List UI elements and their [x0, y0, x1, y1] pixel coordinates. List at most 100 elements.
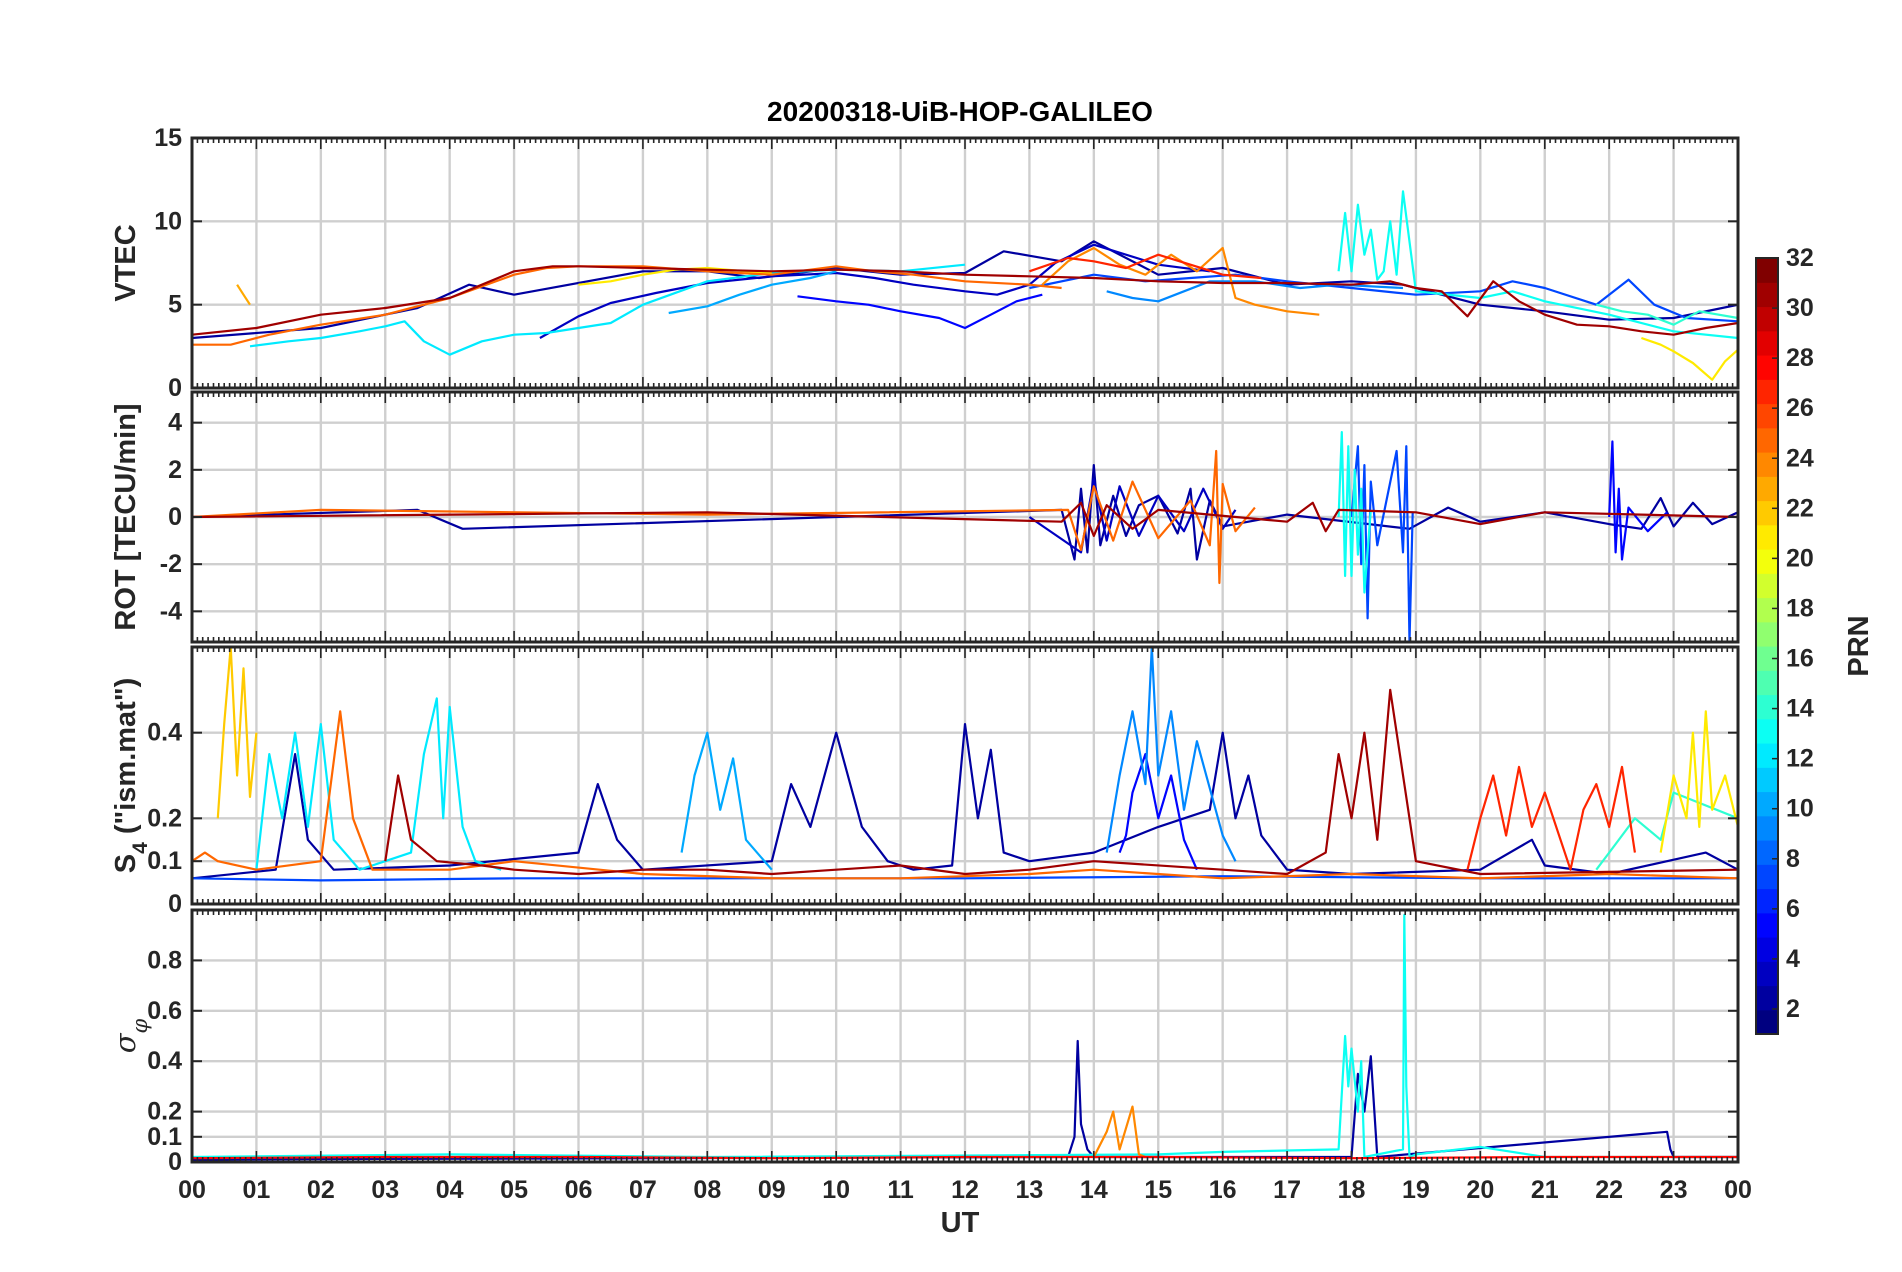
colorbar-tick-label: 16: [1786, 645, 1814, 673]
colorbar-tick-label: 28: [1786, 344, 1814, 372]
series-line-prn-7: [1350, 445, 1414, 642]
colorbar-swatch: [1756, 961, 1778, 987]
x-tick-label: 12: [951, 1176, 979, 1204]
colorbar-swatch: [1756, 864, 1778, 890]
panel-sigphi-frame: [190, 908, 1740, 1164]
y-axis-label-sub: 4: [129, 842, 152, 854]
series-line-prn-23: [236, 284, 251, 306]
panel-rot: -4 -2 0 2 4 ROT [TECU/min]: [110, 390, 1740, 644]
y-tick-label: 0: [168, 890, 182, 918]
series-line-prn-25: [192, 710, 1738, 880]
colorbar-swatch: [1756, 791, 1778, 817]
colorbar-tick-label: 4: [1786, 945, 1800, 973]
panel-rot-series: [192, 431, 1738, 642]
panel-s4-frame: [190, 645, 1740, 906]
series-line-prn-10: [680, 731, 773, 871]
y-tick-label: -2: [160, 550, 182, 578]
series-line-prn-2: [192, 240, 1738, 340]
colorbar-swatch: [1756, 330, 1778, 356]
x-tick-label: 23: [1660, 1176, 1688, 1204]
colorbar-swatch: [1756, 937, 1778, 962]
x-tick-label: 10: [822, 1176, 850, 1204]
x-tick-label: 01: [243, 1176, 271, 1204]
colorbar-swatch: [1756, 646, 1778, 671]
x-tick-label: 05: [500, 1176, 528, 1204]
x-tick-label: 11: [887, 1176, 914, 1204]
series-line-prn-2: [192, 464, 1738, 561]
colorbar-swatch: [1756, 912, 1778, 938]
colorbar-swatch: [1756, 597, 1778, 623]
colorbar-tick-label: 26: [1786, 394, 1814, 422]
y-tick-label: 0.2: [147, 1098, 182, 1126]
colorbar-swatch: [1756, 306, 1778, 332]
colorbar-tick-label: 12: [1786, 745, 1814, 773]
y-tick-label: 0.1: [147, 847, 182, 875]
x-tick-label: 17: [1273, 1176, 1301, 1204]
colorbar-swatch: [1756, 500, 1778, 526]
x-tick-label: 02: [307, 1176, 335, 1204]
series-line-prn-27: [1029, 253, 1262, 280]
colorbar-swatch: [1756, 888, 1778, 914]
colorbar-tick-label: 24: [1786, 444, 1814, 472]
series-line-prn-13: [192, 913, 1738, 1159]
series-line-prn-2: [192, 1039, 1738, 1161]
y-tick-label: 0.8: [147, 946, 182, 974]
y-axis-label-main: σ: [108, 1032, 142, 1053]
x-tick-label: 00: [1724, 1176, 1752, 1204]
x-tick-label: 20: [1466, 1176, 1494, 1204]
y-tick-label: 0: [168, 503, 182, 531]
series-line-prn-14: [1596, 303, 1738, 326]
colorbar-tick-label: 20: [1786, 544, 1814, 572]
colorbar-tick-label: 14: [1786, 695, 1814, 723]
y-tick-label: 0.4: [147, 1047, 182, 1075]
x-tick-label: 15: [1144, 1176, 1172, 1204]
series-line-prn-31: [192, 501, 1738, 538]
x-tick-label: 00: [178, 1176, 206, 1204]
colorbar-swatch: [1756, 985, 1778, 1011]
colorbar-swatch: [1756, 379, 1778, 405]
colorbar-swatch: [1756, 524, 1778, 550]
series-line-prn-22: [216, 647, 258, 819]
panel-s4-series: [192, 647, 1738, 882]
y-tick-label: 0.4: [147, 719, 182, 747]
colorbar-swatch: [1756, 743, 1778, 768]
series-line-prn-24: [1092, 1105, 1146, 1159]
panel-vtec-series: [192, 190, 1738, 381]
y-tick-label: 0.6: [147, 997, 182, 1025]
y-tick-label: 0: [168, 374, 182, 402]
y-axis-label-rest: ("ism.mat"): [110, 678, 142, 842]
colorbar-tick-label: 30: [1786, 294, 1814, 322]
colorbar-swatch: [1756, 427, 1778, 453]
colorbar-tick-label: 18: [1786, 594, 1814, 622]
panel-vtec-grid: [192, 138, 1738, 388]
series-line-prn-21: [1659, 710, 1738, 853]
series-line-prn-10: [668, 270, 837, 315]
x-tick-label: 09: [758, 1176, 786, 1204]
colorbar-tick-label: 6: [1786, 895, 1800, 923]
series-line-prn-27: [1466, 765, 1636, 871]
series-line-prn-14: [1595, 791, 1738, 871]
series-line-prn-21: [1641, 336, 1738, 381]
y-tick-label: 0.2: [147, 804, 182, 832]
series-line-prn-5: [1608, 440, 1668, 561]
panel-vtec: 0 5 10 15 VTEC: [110, 124, 1740, 402]
x-tick-label: 22: [1595, 1176, 1623, 1204]
y-tick-label: 2: [168, 456, 182, 484]
series-line-prn-7: [1029, 273, 1738, 323]
y-axis-label-rot: ROT [TECU/min]: [110, 403, 142, 630]
colorbar-swatch: [1756, 840, 1778, 865]
x-tick-label: 18: [1338, 1176, 1366, 1204]
y-tick-label: 5: [168, 291, 182, 319]
x-tick-label: 16: [1209, 1176, 1237, 1204]
panel-sigphi: 00.10.2 0.4 0.6 0.8 σφ: [108, 908, 1740, 1176]
colorbar-swatch: [1756, 573, 1778, 599]
x-tick-label: 14: [1080, 1176, 1108, 1204]
colorbar-swatch: [1756, 476, 1778, 502]
y-axis-label-main: S: [110, 854, 142, 873]
colorbar-swatch: [1756, 815, 1778, 841]
colorbar-tick-label: 10: [1786, 795, 1814, 823]
x-tick-label: 06: [565, 1176, 593, 1204]
y-tick-label: 10: [154, 207, 182, 235]
